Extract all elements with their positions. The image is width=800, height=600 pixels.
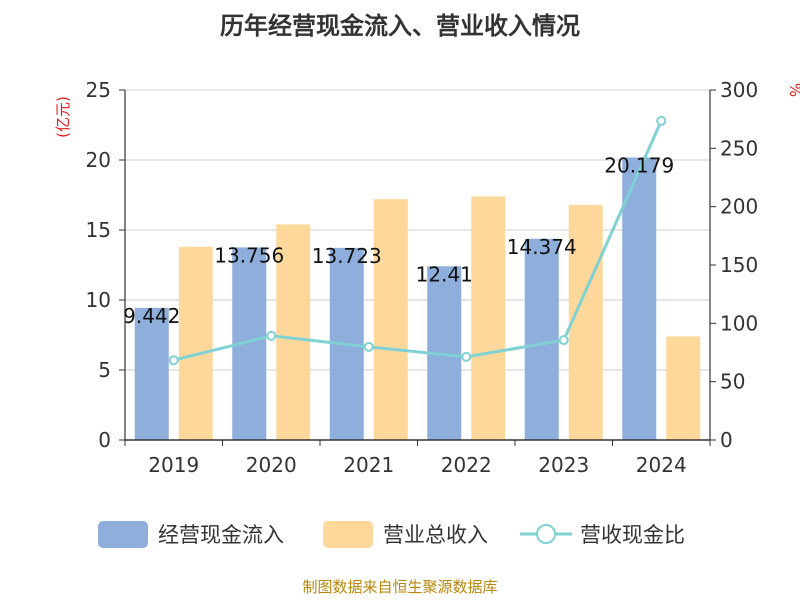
x-axis-tick-label: 2020 (246, 453, 297, 477)
line-point (461, 351, 472, 362)
bars (134, 157, 701, 440)
bar-cash-inflow (524, 238, 559, 440)
legend-swatch-revenue (323, 521, 373, 548)
bar-revenue (373, 199, 408, 440)
bar-cash-inflow (134, 307, 169, 440)
bar-revenue (471, 196, 506, 440)
line-point (168, 355, 179, 366)
x-axis-tick-label: 2022 (441, 453, 492, 477)
left-axis-tick-label: 10 (86, 288, 111, 312)
bar-revenue (178, 246, 213, 440)
data-label: 14.374 (507, 235, 577, 259)
bar-revenue (666, 336, 701, 440)
line-ratio (173, 120, 663, 362)
data-label: 9.442 (123, 304, 180, 328)
data-label: 12.41 (416, 262, 473, 286)
data-label: 13.723 (312, 244, 382, 268)
left-axis-unit: (亿元) (54, 96, 72, 138)
line-point (558, 335, 569, 346)
x-axis-tick-label: 2024 (636, 453, 687, 477)
grid (125, 89, 710, 371)
right-axis-tick-label: 300 (720, 78, 758, 102)
right-axis-tick-label: 200 (720, 195, 758, 219)
line-point (656, 115, 667, 126)
legend-label: 营收现金比 (580, 523, 685, 547)
right-axis-tick-label: 250 (720, 136, 758, 160)
legend-swatch-ratio-marker (536, 524, 556, 544)
left-axis-tick-label: 20 (86, 148, 111, 172)
right-axis-tick-label: 0 (720, 428, 733, 452)
legend: 经营现金流入 营业总收入 营收现金比 (98, 521, 685, 548)
x-axis-tick-label: 2019 (148, 453, 199, 477)
left-axis-tick-label: 15 (86, 218, 111, 242)
legend-swatch-cash-inflow (98, 521, 148, 548)
line-point (363, 341, 374, 352)
data-label: 13.756 (214, 243, 284, 267)
left-axis-tick-label: 25 (86, 78, 111, 102)
right-axis-tick-label: 150 (720, 253, 758, 277)
line-point (266, 330, 277, 341)
right-axis-tick-label: 100 (720, 311, 758, 335)
bar-revenue (568, 204, 603, 440)
bar-cash-inflow (622, 157, 657, 440)
bar-revenue (276, 224, 311, 440)
left-axis-tick-label: 5 (98, 358, 111, 382)
data-labels: 9.442 13.756 13.723 12.41 14.374 20.179 (123, 153, 674, 327)
x-axis-tick-label: 2023 (538, 453, 589, 477)
left-axis-tick-label: 0 (98, 428, 111, 452)
legend-label: 经营现金流入 (158, 523, 284, 547)
right-axis-unit: % (786, 83, 800, 97)
right-axis-tick-label: 50 (720, 370, 745, 394)
source-note: 制图数据来自恒生聚源数据库 (302, 578, 497, 596)
x-axis-tick-label: 2021 (343, 453, 394, 477)
data-label: 20.179 (604, 153, 674, 177)
line-series (168, 115, 667, 366)
legend-label: 营业总收入 (383, 523, 488, 547)
chart-title: 历年经营现金流入、营业收入情况 (220, 12, 580, 40)
